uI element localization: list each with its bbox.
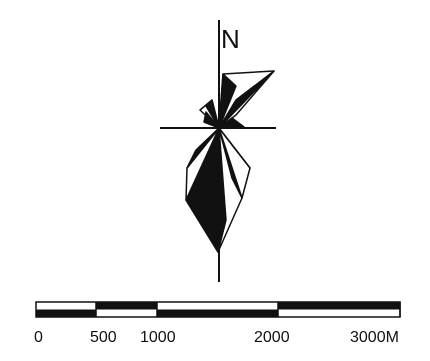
scale-bar-tick-label: 1000 [140,329,176,346]
petal-ne-black [218,70,275,129]
scale-bar: 0 500 1000 2000 3000M [34,301,401,346]
scale-bar-tick-label: 3000M [350,329,399,346]
rose-petals-south [185,127,251,253]
rose-petals-north [199,70,275,129]
petal-nw-black [205,99,220,129]
petal-wsw-black [186,127,220,169]
petal-n-black [218,73,237,129]
petal-se-black [218,127,251,169]
petal-sse-black [218,127,243,199]
scale-bar-segment [157,309,278,317]
scale-bar-tick-label: 0 [34,329,43,346]
scale-bar-segment [278,302,400,310]
north-label: N [221,24,240,54]
north-arrow-rose: N [160,20,276,282]
petal-e [218,117,245,129]
scale-bar-tick-label: 500 [90,329,117,346]
petal-w [203,111,220,129]
petal-s-black [217,127,227,253]
scale-bar-tick-label: 2000 [254,329,290,346]
scale-bar-segment [96,302,157,310]
scale-bar-segment [36,309,96,317]
